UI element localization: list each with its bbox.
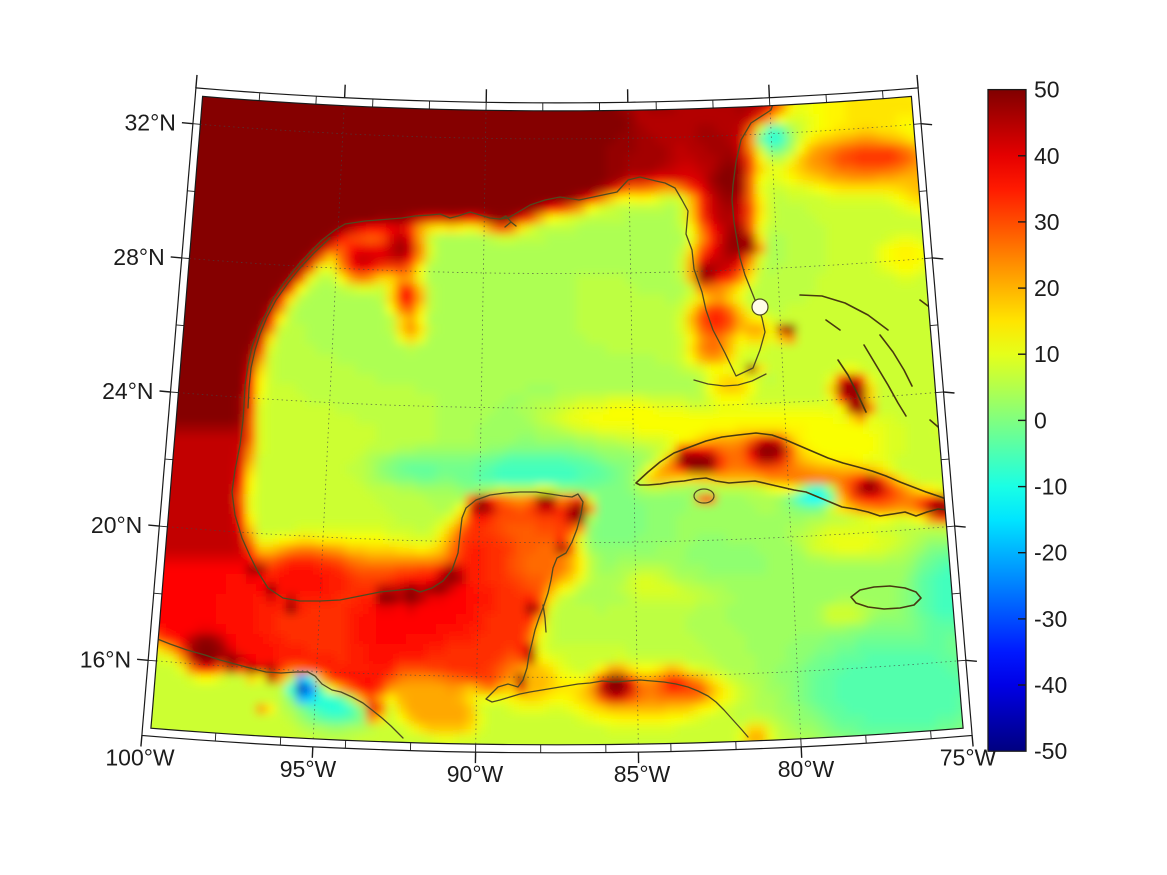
svg-text:90°W: 90°W [447, 761, 504, 787]
svg-text:32°N: 32°N [125, 110, 176, 136]
svg-text:-20: -20 [1034, 540, 1067, 566]
svg-text:95°W: 95°W [280, 756, 337, 782]
svg-text:0: 0 [1034, 407, 1047, 433]
svg-text:24°N: 24°N [102, 378, 153, 404]
svg-text:30: 30 [1034, 209, 1060, 235]
svg-text:16°N: 16°N [80, 646, 131, 672]
svg-text:20°N: 20°N [91, 512, 142, 538]
svg-text:28°N: 28°N [113, 244, 164, 270]
svg-text:85°W: 85°W [614, 761, 671, 787]
svg-text:-40: -40 [1034, 672, 1067, 698]
svg-text:-30: -30 [1034, 606, 1067, 632]
svg-text:80°W: 80°W [778, 756, 835, 782]
svg-text:50: 50 [1034, 77, 1060, 103]
svg-text:75°W: 75°W [940, 745, 997, 771]
svg-text:-10: -10 [1034, 474, 1067, 500]
svg-text:20: 20 [1034, 275, 1060, 301]
svg-text:100°W: 100°W [105, 745, 175, 771]
svg-text:40: 40 [1034, 143, 1060, 169]
svg-text:-50: -50 [1034, 738, 1067, 764]
svg-text:10: 10 [1034, 341, 1060, 367]
